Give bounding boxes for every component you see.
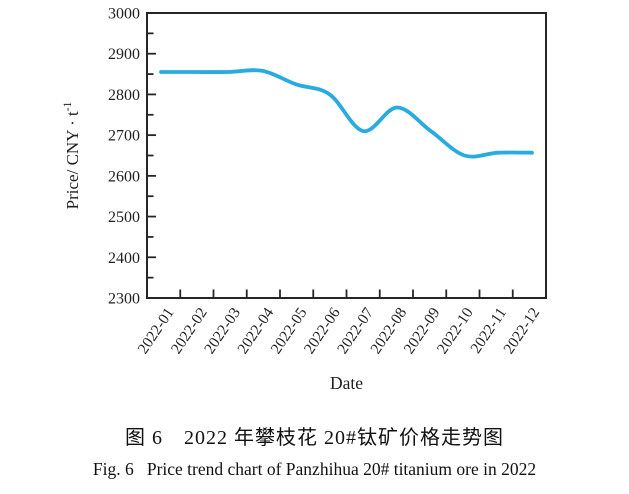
y-tick-label: 2700 (108, 128, 140, 145)
y-tick-label: 2400 (108, 250, 140, 267)
y-tick-label: 2500 (108, 209, 140, 226)
price-line (159, 68, 534, 159)
y-tick-label: 2900 (108, 46, 140, 63)
caption-chinese: 图 6 2022 年攀枝花 20#钛矿价格走势图 (125, 427, 504, 449)
y-tick-label: 3000 (108, 6, 140, 23)
y-tick-label: 2800 (108, 87, 140, 104)
y-axis-title: Price/ CNY · t-1 (62, 101, 82, 209)
caption-english: Fig. 6 Price trend chart of Panzhihua 20… (92, 459, 537, 479)
y-tick-label: 2300 (108, 291, 140, 308)
price-trend-chart: 230024002500260027002800290030002022-012… (62, 6, 547, 393)
y-tick-label: 2600 (108, 168, 140, 185)
plot-frame (146, 12, 547, 299)
x-axis-title: Date (330, 373, 363, 393)
